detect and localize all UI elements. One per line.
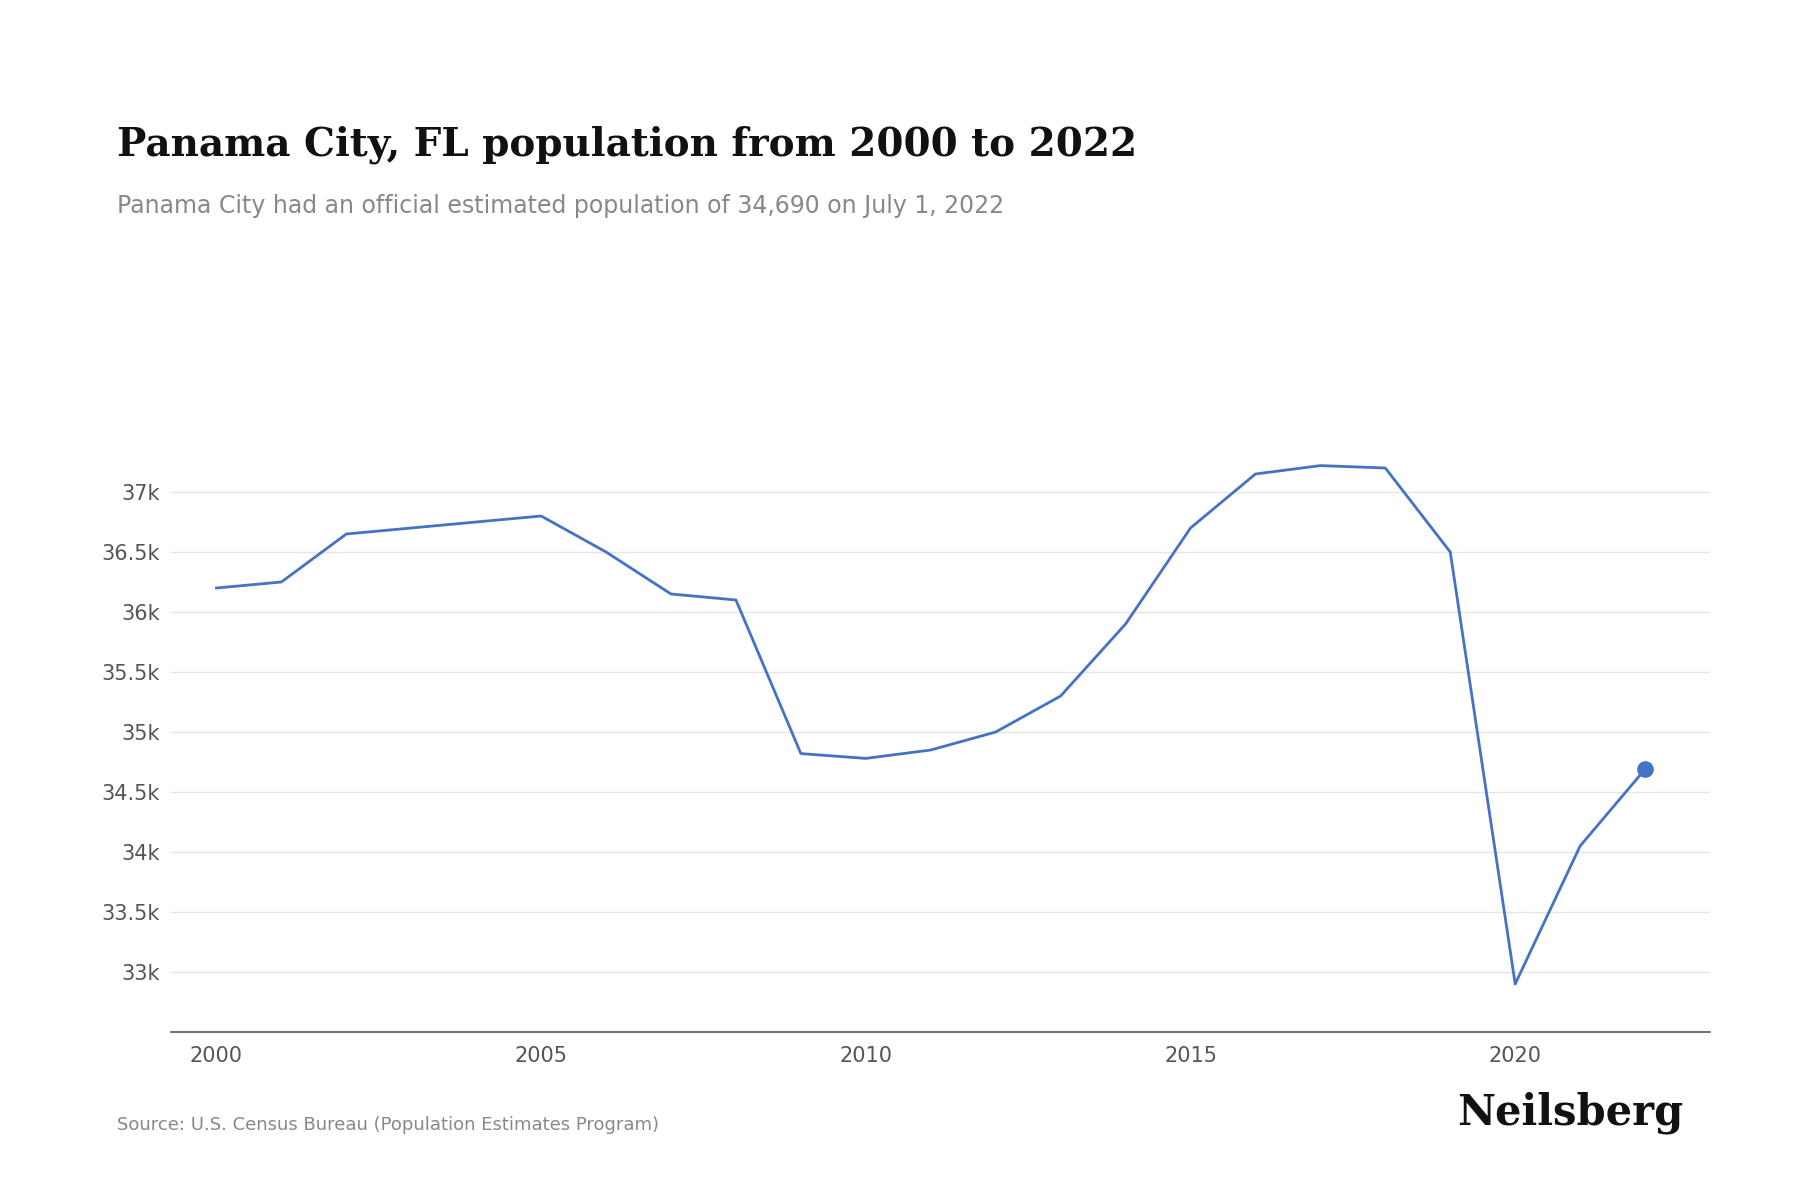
- Text: Panama City, FL population from 2000 to 2022: Panama City, FL population from 2000 to …: [117, 126, 1138, 164]
- Point: [1631, 760, 1660, 779]
- Text: Source: U.S. Census Bureau (Population Estimates Program): Source: U.S. Census Bureau (Population E…: [117, 1116, 659, 1134]
- Text: Panama City had an official estimated population of 34,690 on July 1, 2022: Panama City had an official estimated po…: [117, 194, 1004, 218]
- Text: Neilsberg: Neilsberg: [1456, 1092, 1683, 1134]
